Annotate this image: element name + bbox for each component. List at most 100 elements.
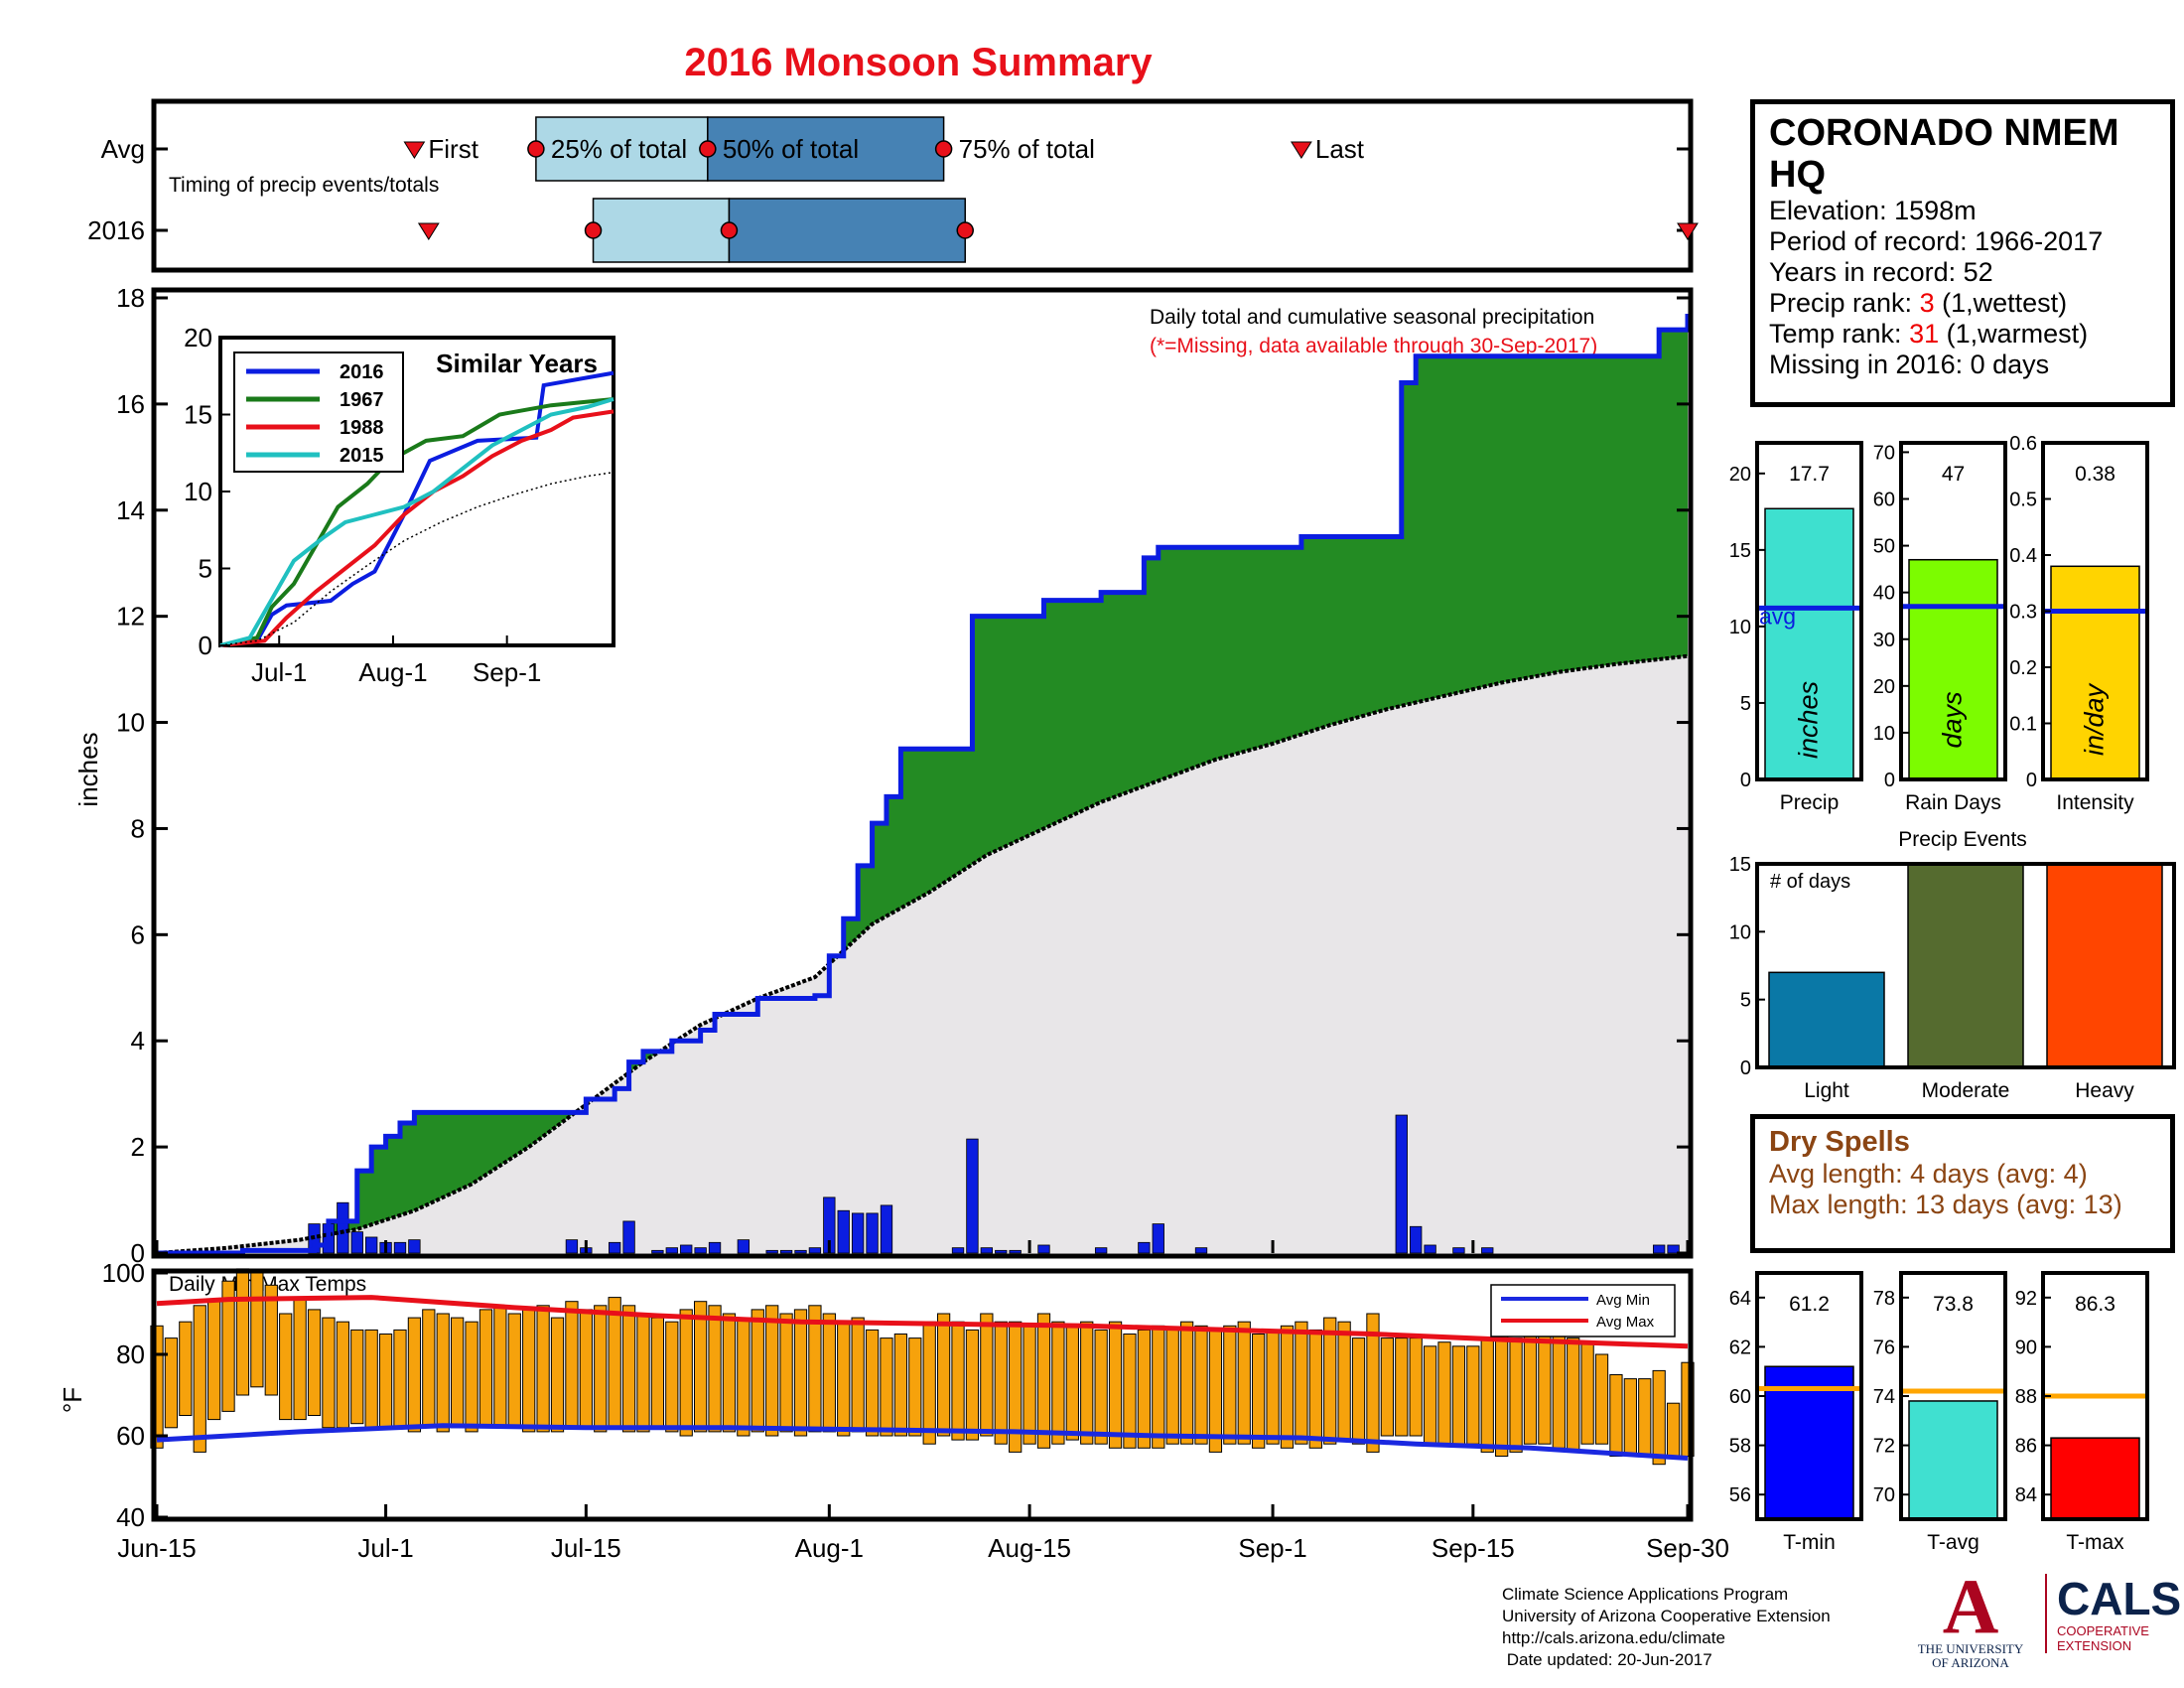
daily-precip-bar bbox=[1009, 1249, 1022, 1254]
daily-precip-bar bbox=[651, 1249, 664, 1254]
daily-temp-bar bbox=[980, 1313, 994, 1437]
events-category-label: Light bbox=[1804, 1079, 1849, 1102]
daily-temp-bar bbox=[235, 1268, 250, 1396]
daily-temp-bar bbox=[1223, 1325, 1237, 1445]
daily-temp-bar bbox=[737, 1317, 751, 1437]
daily-precip-bar bbox=[1410, 1225, 1423, 1254]
date-xtick-label: Sep-30 bbox=[1646, 1533, 1729, 1563]
daily-temp-bar bbox=[1194, 1325, 1208, 1445]
daily-temp-bar bbox=[536, 1305, 550, 1433]
daily-temp-bar bbox=[951, 1321, 965, 1441]
daily-precip-bar bbox=[779, 1249, 793, 1254]
daily-temp-bar bbox=[1179, 1321, 1194, 1445]
temps-frame bbox=[151, 1268, 1694, 1522]
daily-temp-bar bbox=[493, 1305, 507, 1429]
daily-precip-bar bbox=[1424, 1244, 1436, 1254]
temps-ytick-label: 80 bbox=[116, 1339, 145, 1369]
totals-0-ytick-label: 5 bbox=[1740, 693, 1751, 715]
totals-1-ytick-label: 10 bbox=[1873, 723, 1895, 745]
daily-temp-bar bbox=[1609, 1374, 1623, 1457]
precip-ytick-label: 18 bbox=[116, 283, 145, 313]
season-totals-charts: 17.7 0 5 10 15 20 Precip inches avg 47 0 10 20 30 40 50… bbox=[1729, 433, 2149, 814]
daily-temp-bar bbox=[665, 1321, 679, 1433]
daily-precip-bar bbox=[765, 1249, 778, 1254]
events-bar-heavy bbox=[2046, 863, 2163, 1068]
tsum-1-value-label: 73.8 bbox=[1933, 1293, 1974, 1316]
daily-precip-bar bbox=[995, 1249, 1008, 1254]
daily-precip-bar bbox=[794, 1249, 807, 1254]
station-missing: Missing in 2016: 0 days bbox=[1769, 350, 2050, 379]
tsum-0-ytick-label: 56 bbox=[1729, 1484, 1751, 1506]
tsum-2-ytick-label: 86 bbox=[2015, 1436, 2037, 1458]
daily-temp-bar bbox=[722, 1313, 737, 1433]
daily-temp-bar bbox=[451, 1317, 465, 1429]
daily-temp-bar bbox=[1252, 1334, 1266, 1449]
daily-precip-bar bbox=[365, 1236, 378, 1254]
similar-ytick-label: 0 bbox=[199, 631, 212, 660]
daily-temp-bar bbox=[880, 1337, 893, 1437]
timing-row-label-0: Avg bbox=[101, 134, 145, 164]
daily-temp-bar bbox=[378, 1334, 393, 1429]
similar-ytick-label: 15 bbox=[184, 400, 212, 430]
precip-ytick-label: 0 bbox=[131, 1238, 145, 1268]
daily-temp-bar bbox=[465, 1321, 478, 1433]
temps-ytick-label: 40 bbox=[116, 1502, 145, 1532]
tsum-0-value-label: 61.2 bbox=[1789, 1293, 1830, 1316]
daily-temp-bar bbox=[594, 1305, 608, 1433]
daily-precip-bar bbox=[708, 1241, 722, 1254]
footer-line4: Date updated: 20-Jun-2017 bbox=[1502, 1650, 1712, 1669]
events-ytick-label: 10 bbox=[1729, 921, 1751, 943]
daily-temp-bar bbox=[1108, 1321, 1123, 1449]
average-cumulative-area bbox=[157, 655, 1688, 1253]
daily-temp-bar bbox=[322, 1317, 336, 1429]
precip-events-chart: Precip Events # of days Light Moderate Hea… bbox=[1729, 828, 2176, 1102]
daily-temp-bar bbox=[1094, 1329, 1108, 1445]
similar-xtick-label: Jul-1 bbox=[251, 657, 307, 687]
daily-temp-bar bbox=[808, 1305, 822, 1433]
totals-2-ytick-label: 0 bbox=[2026, 770, 2037, 791]
daily-precip-bar bbox=[1094, 1247, 1108, 1254]
daily-temp-bar bbox=[264, 1284, 278, 1396]
daily-precip-bar bbox=[408, 1239, 421, 1254]
precip-ytick-label: 10 bbox=[116, 708, 145, 738]
date-xtick-label: Aug-15 bbox=[988, 1533, 1071, 1563]
cals-logo: CALS COOPERATIVE EXTENSION bbox=[2045, 1574, 2184, 1653]
precip-title: Daily total and cumulative seasonal prec… bbox=[1150, 306, 1594, 329]
daily-temp-bar bbox=[1594, 1353, 1609, 1445]
temperature-chart: Daily Min/Max Temps °F 40 60 80 100 Avg Min A… bbox=[58, 1240, 1729, 1563]
precip-subtitle: (*=Missing, data available through 30-Se… bbox=[1150, 335, 1597, 357]
similar-ytick-label: 5 bbox=[199, 554, 212, 584]
precip-ytick-label: 8 bbox=[131, 813, 145, 843]
timing-chart: Timing of precip events/totals Avg First 2… bbox=[87, 98, 1699, 273]
tsum-2-ytick-label: 84 bbox=[2015, 1484, 2037, 1506]
daily-temp-bar bbox=[1567, 1337, 1580, 1453]
daily-temp-bar bbox=[1638, 1378, 1652, 1457]
daily-temp-bar bbox=[179, 1321, 193, 1416]
dry-spells-avg: Avg length: 4 days (avg: 4) bbox=[1769, 1159, 2088, 1189]
totals-0-unit-label: inches bbox=[1794, 681, 1824, 759]
daily-precip-bar bbox=[1481, 1247, 1494, 1254]
timing-label-last: Last bbox=[1315, 134, 1365, 164]
daily-precip-bar bbox=[1152, 1223, 1164, 1254]
daily-temp-bar bbox=[793, 1309, 808, 1437]
totals-1-ytick-label: 0 bbox=[1884, 770, 1895, 791]
daily-precip-bar bbox=[1395, 1114, 1408, 1254]
daily-precip-bar bbox=[1194, 1247, 1208, 1254]
daily-temp-bar bbox=[407, 1317, 422, 1433]
daily-precip-bar bbox=[951, 1247, 965, 1254]
timing-label-75: 75% of total bbox=[959, 134, 1095, 164]
timing-marker-p75-1 bbox=[956, 221, 974, 239]
daily-precip-bar bbox=[837, 1209, 850, 1254]
daily-temp-bar bbox=[507, 1313, 521, 1429]
timing-title: Timing of precip events/totals bbox=[169, 174, 439, 197]
similar-series-1988 bbox=[219, 409, 614, 647]
timing-triangle-first-1 bbox=[417, 222, 440, 240]
tsum-0-ytick-label: 60 bbox=[1729, 1386, 1751, 1408]
university-of-arizona-logo: A THE UNIVERSITY OF ARIZONA bbox=[1916, 1568, 2025, 1670]
precip-ytick-label: 14 bbox=[116, 495, 145, 525]
daily-temp-bar bbox=[908, 1337, 922, 1437]
totals-2-ytick-label: 0.2 bbox=[2009, 657, 2037, 679]
daily-temp-bar bbox=[1123, 1334, 1137, 1449]
similar-legend-label-2015: 2015 bbox=[340, 445, 384, 467]
totals-2-value-label: 0.38 bbox=[2075, 463, 2116, 486]
